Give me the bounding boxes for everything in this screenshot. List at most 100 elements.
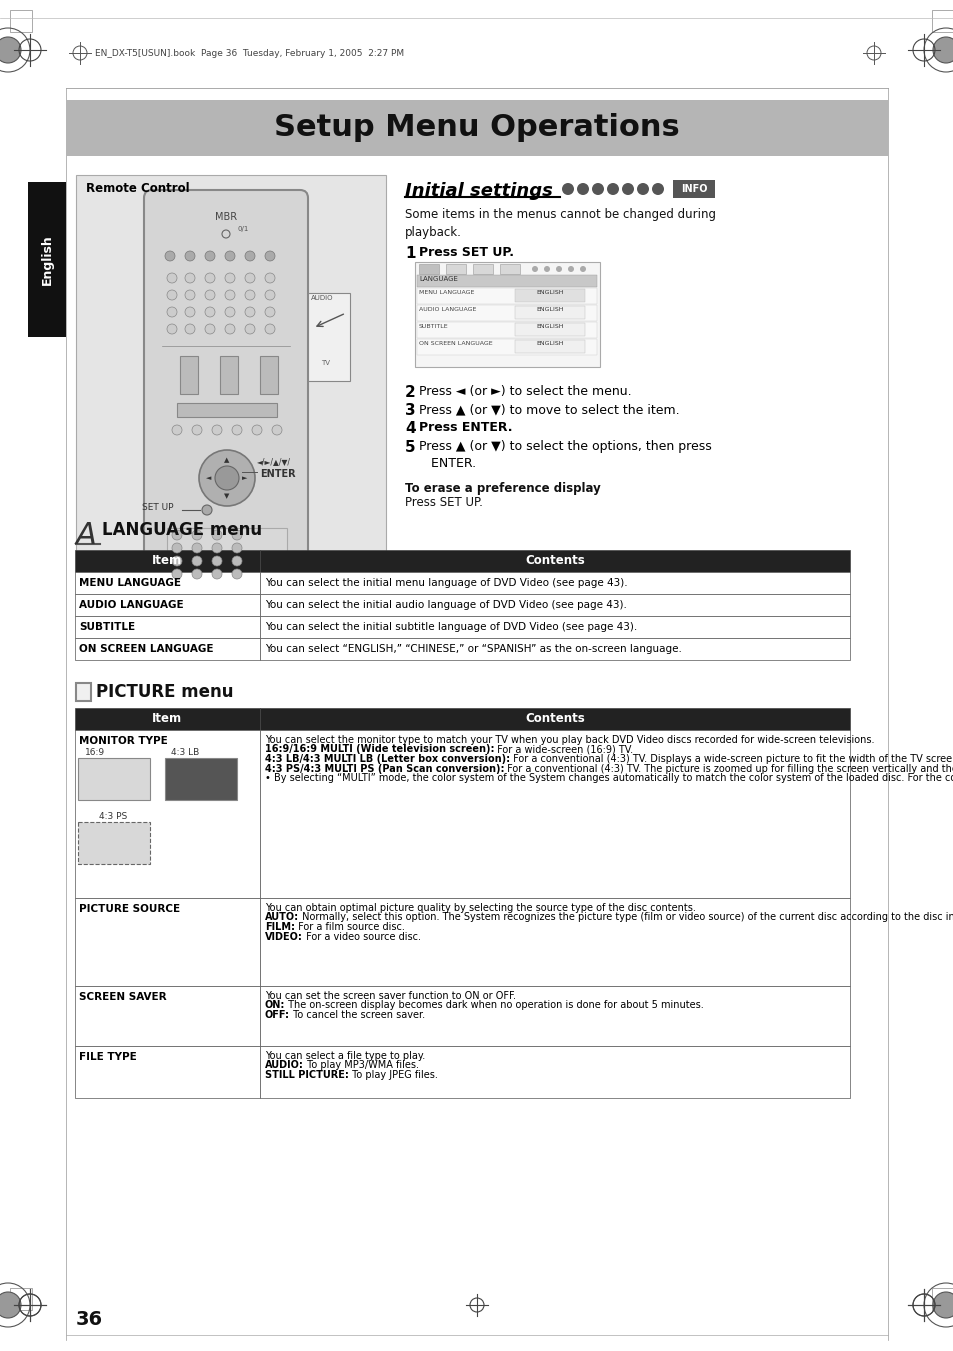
Text: Normally, select this option. The System recognizes the picture type (film or vi: Normally, select this option. The System… xyxy=(299,912,953,923)
Text: AUDIO LANGUAGE: AUDIO LANGUAGE xyxy=(79,600,183,611)
Bar xyxy=(418,263,438,274)
Bar xyxy=(416,305,597,322)
Bar xyxy=(416,276,597,286)
Bar xyxy=(416,288,597,304)
Text: INFO: INFO xyxy=(680,184,706,195)
Bar xyxy=(76,684,91,701)
Bar xyxy=(165,758,236,800)
Text: EN_DX-T5[USUN].book  Page 36  Tuesday, February 1, 2005  2:27 PM: EN_DX-T5[USUN].book Page 36 Tuesday, Feb… xyxy=(95,49,404,58)
Circle shape xyxy=(165,251,174,261)
Text: Some items in the menus cannot be changed during
playback.: Some items in the menus cannot be change… xyxy=(405,208,716,239)
Text: To play JPEG files.: To play JPEG files. xyxy=(349,1070,437,1079)
Bar xyxy=(75,708,260,730)
Bar xyxy=(515,323,584,336)
Text: OFF:: OFF: xyxy=(265,1011,290,1020)
Circle shape xyxy=(932,36,953,63)
Circle shape xyxy=(185,324,194,334)
Text: VIDEO:: VIDEO: xyxy=(265,931,302,942)
Bar xyxy=(499,263,519,274)
Text: MONITOR TYPE: MONITOR TYPE xyxy=(79,736,168,746)
Circle shape xyxy=(172,543,182,553)
Bar xyxy=(260,357,277,394)
Circle shape xyxy=(205,290,214,300)
Text: ▼: ▼ xyxy=(224,493,230,499)
Text: For a wide-screen (16:9) TV.: For a wide-screen (16:9) TV. xyxy=(494,744,633,754)
Circle shape xyxy=(567,266,574,272)
Circle shape xyxy=(212,543,222,553)
Text: For a conventional (4:3) TV. Displays a wide-screen picture to fit the width of : For a conventional (4:3) TV. Displays a … xyxy=(510,754,953,765)
Text: 4:3 PS: 4:3 PS xyxy=(99,812,127,821)
Bar xyxy=(931,9,953,32)
Text: For a film source disc.: For a film source disc. xyxy=(294,921,404,932)
Text: Press ▲ (or ▼) to move to select the item.: Press ▲ (or ▼) to move to select the ite… xyxy=(418,403,679,416)
Circle shape xyxy=(0,36,21,63)
Circle shape xyxy=(212,530,222,540)
Circle shape xyxy=(556,266,561,272)
Circle shape xyxy=(199,450,254,507)
Circle shape xyxy=(245,290,254,300)
Circle shape xyxy=(265,290,274,300)
Circle shape xyxy=(225,307,234,317)
Circle shape xyxy=(621,182,634,195)
Text: You can obtain optimal picture quality by selecting the source type of the disc : You can obtain optimal picture quality b… xyxy=(265,902,695,913)
Bar xyxy=(260,986,849,1046)
Text: AUDIO LANGUAGE: AUDIO LANGUAGE xyxy=(418,307,476,312)
Bar xyxy=(260,1046,849,1098)
Circle shape xyxy=(592,182,603,195)
Circle shape xyxy=(167,273,177,282)
Text: ENGLISH: ENGLISH xyxy=(536,340,563,346)
Text: Item: Item xyxy=(152,554,182,567)
Text: ENTER: ENTER xyxy=(260,469,295,480)
Text: To cancel the screen saver.: To cancel the screen saver. xyxy=(290,1011,425,1020)
Circle shape xyxy=(265,251,274,261)
Text: 4:3 LB: 4:3 LB xyxy=(171,748,199,757)
Text: Contents: Contents xyxy=(524,712,584,725)
Bar xyxy=(515,305,584,319)
Circle shape xyxy=(185,251,194,261)
Text: SCREEN SAVER: SCREEN SAVER xyxy=(79,992,167,1002)
Bar xyxy=(260,594,849,616)
Text: 1: 1 xyxy=(405,246,416,261)
Bar xyxy=(75,986,260,1046)
Text: Item: Item xyxy=(152,712,182,725)
Text: AUDIO: AUDIO xyxy=(311,295,334,301)
Text: The on-screen display becomes dark when no operation is done for about 5 minutes: The on-screen display becomes dark when … xyxy=(285,1001,703,1011)
Circle shape xyxy=(205,251,214,261)
Circle shape xyxy=(232,543,242,553)
Text: • By selecting “MULTI” mode, the color system of the System changes automaticall: • By selecting “MULTI” mode, the color s… xyxy=(265,773,953,784)
Text: 0/1: 0/1 xyxy=(237,226,249,232)
Text: Press ▲ (or ▼) to select the options, then press
   ENTER.: Press ▲ (or ▼) to select the options, th… xyxy=(418,440,711,470)
Text: To play MP3/WMA files.: To play MP3/WMA files. xyxy=(304,1061,418,1070)
Text: SUBTITLE: SUBTITLE xyxy=(79,621,135,632)
Circle shape xyxy=(579,266,585,272)
Circle shape xyxy=(167,324,177,334)
Text: 4:3 PS/4:3 MULTI PS (Pan Scan conversion):: 4:3 PS/4:3 MULTI PS (Pan Scan conversion… xyxy=(265,763,504,774)
Bar xyxy=(75,550,260,571)
Bar xyxy=(10,9,32,32)
Bar xyxy=(515,289,584,303)
Bar xyxy=(220,357,237,394)
Text: FILM:: FILM: xyxy=(265,921,294,932)
Bar xyxy=(177,403,276,417)
Circle shape xyxy=(232,426,242,435)
Circle shape xyxy=(225,290,234,300)
Text: Press ENTER.: Press ENTER. xyxy=(418,422,512,434)
Circle shape xyxy=(606,182,618,195)
Circle shape xyxy=(0,1292,21,1319)
Text: ENGLISH: ENGLISH xyxy=(536,307,563,312)
Circle shape xyxy=(192,426,202,435)
Circle shape xyxy=(202,505,212,515)
Bar xyxy=(473,263,493,274)
Text: You can set the screen saver function to ON or OFF.: You can set the screen saver function to… xyxy=(265,992,516,1001)
Circle shape xyxy=(265,307,274,317)
Text: LANGUAGE menu: LANGUAGE menu xyxy=(102,521,262,539)
Text: ENGLISH: ENGLISH xyxy=(536,324,563,330)
Bar xyxy=(415,262,599,367)
Circle shape xyxy=(214,466,239,490)
Text: Press SET UP.: Press SET UP. xyxy=(405,496,482,509)
Text: 16:9/16:9 MULTI (Wide television screen):: 16:9/16:9 MULTI (Wide television screen)… xyxy=(265,744,494,754)
Circle shape xyxy=(245,324,254,334)
Bar xyxy=(75,730,260,898)
Circle shape xyxy=(205,307,214,317)
Bar xyxy=(28,182,66,336)
